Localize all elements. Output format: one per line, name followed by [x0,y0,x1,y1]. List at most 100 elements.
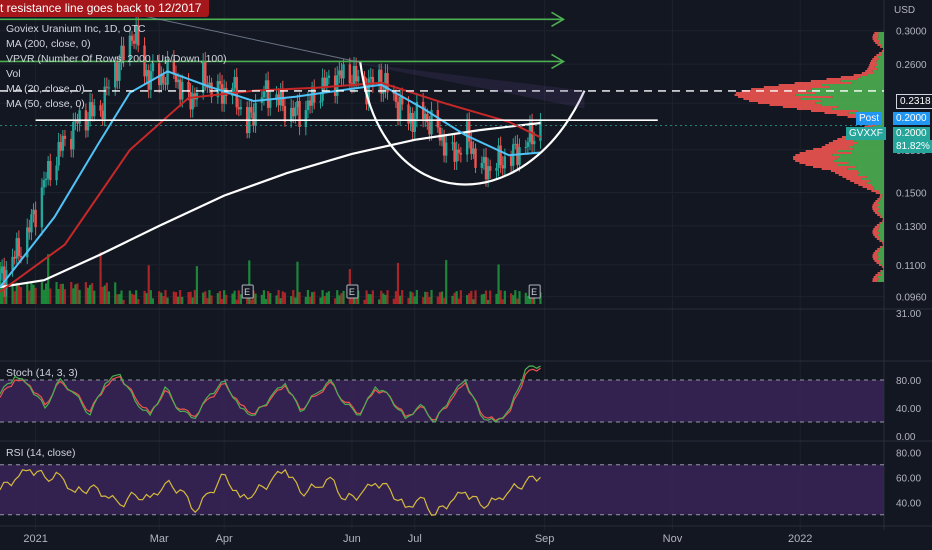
vpvr-row-up [837,150,884,152]
currency-label[interactable]: USD [894,5,916,16]
vpvr-row-up [881,196,884,198]
volume-bar [191,297,194,304]
vpvr-row-up [877,234,884,236]
volume-bar [530,297,534,304]
vpvr-row-up [882,246,884,248]
volume-bar [164,290,167,304]
candle-body [357,76,360,82]
candle-body [440,134,444,141]
candle-body [78,110,81,124]
vpvr-row-down [824,112,849,114]
volume-bar [382,293,385,304]
volume-bar [365,290,368,304]
volume-bar [484,290,488,304]
vpvr-row-up [881,240,884,242]
time-tick-label: Apr [216,533,233,545]
legend-ma200[interactable]: MA (200, close, 0) [6,38,91,50]
volume-bar [277,290,280,304]
volume-bar [63,289,67,304]
candle-body [118,62,121,81]
vpvr-row-down [874,226,880,228]
candle-body [147,70,150,90]
vpvr-row-down [876,54,882,56]
rsi-label[interactable]: RSI (14, close) [6,447,76,459]
vpvr-row-up [877,230,884,232]
volume-bar [116,294,119,304]
candle-body [310,86,314,106]
stoch-label[interactable]: Stoch (14, 3, 3) [6,367,78,379]
vpvr-row-down [872,254,878,256]
candle-body [103,86,106,119]
candle-body [55,165,58,181]
vpvr-row-down [836,114,862,116]
rsi-tick-label: 40.00 [896,498,921,509]
vpvr-row-up [879,200,884,202]
candle-body [411,112,414,132]
volume-bar [430,290,433,304]
candle-body [17,238,21,256]
vpvr-row-up [880,274,884,276]
volume-bar [88,284,92,304]
vpvr-row-up [879,232,884,234]
vpvr-row-up [838,106,884,108]
candle-body [352,66,356,86]
volume-bar [17,285,20,304]
volume-bar [495,293,498,304]
vpvr-row-up [874,72,884,74]
volume-bar [459,290,462,304]
legend-vol[interactable]: Vol [6,68,21,80]
vpvr-row-up [815,92,884,94]
price-tick-label: 0.1500 [896,188,927,199]
vpvr-row-up [880,198,884,200]
vpvr-row-down [879,240,882,242]
volume-bar [296,261,299,304]
legend-ma20[interactable]: MA (20, close, 0) [6,83,85,95]
vpvr-row-down [795,154,833,156]
volume-bar [179,290,182,304]
stoch-tick-label: 40.00 [896,404,921,415]
vpvr-row-down [874,212,880,214]
volume-bar [283,292,286,304]
vpvr-row-down [877,248,880,250]
vpvr-row-down [872,278,879,280]
candle-body [162,73,165,84]
candle-body [430,110,433,135]
legend-title[interactable]: Goviex Uranium Inc, 1D, OTC [6,23,146,35]
candle-body [116,62,119,81]
candle-body [44,178,48,181]
volume-bar [396,262,400,304]
vpvr-row-up [811,88,884,90]
volume-bar [367,294,370,304]
volume-bar [93,290,96,304]
vpvr-row-up [821,100,884,102]
volume-bar [453,292,456,304]
vpvr-row-up [832,154,884,156]
earnings-marker: E [349,287,355,297]
vpvr-row-up [878,190,884,192]
candle-body [503,156,507,169]
post-label: Post [856,112,883,125]
vpvr-row-up [879,204,884,206]
candle-body [428,122,431,135]
volume-bar [336,290,339,304]
volume-bar [216,293,219,304]
vpvr-row-up [879,208,884,210]
legend-vpvr[interactable]: VPVR (Number Of Rows, 2000, Up/Down, 100… [6,53,227,65]
candle-body [15,238,18,259]
volume-bar [290,296,293,304]
candle-body [90,102,94,117]
vpvr-row-up [876,62,884,64]
volume-bar [539,292,542,304]
volume-tick-label: 31.00 [896,309,921,320]
vpvr-row-down [872,256,879,258]
vpvr-row-down [872,36,879,38]
volume-bar [340,293,343,304]
volume-bar [237,290,240,304]
candle-body [400,96,404,105]
volume-bar [468,293,471,304]
candle-body [484,157,488,180]
vpvr-row-down [778,84,822,86]
legend-ma50[interactable]: MA (50, close, 0) [6,98,85,110]
